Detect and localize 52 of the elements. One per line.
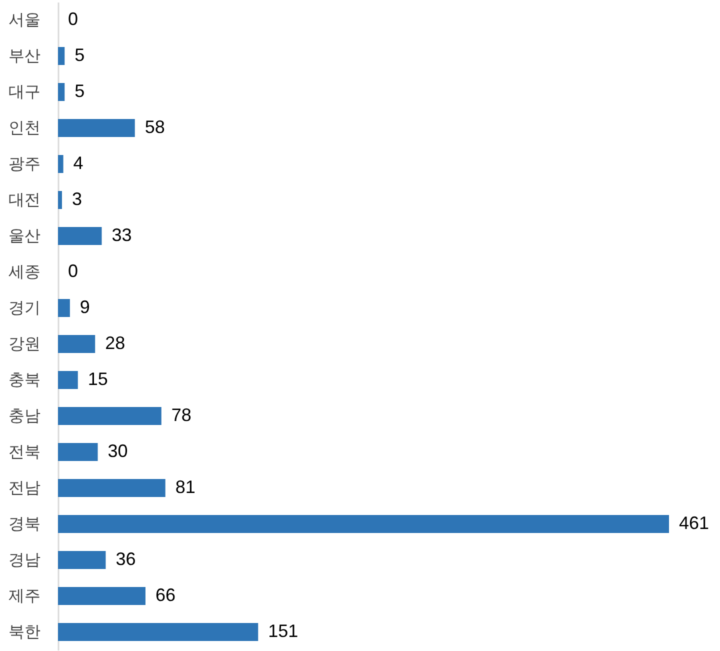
- y-tick-label: 경기: [8, 300, 40, 317]
- data-label: 66: [155, 585, 176, 605]
- y-tick-label: 전북: [8, 444, 40, 461]
- data-label: 78: [171, 405, 192, 425]
- y-tick-label: 제주: [8, 588, 40, 605]
- y-tick-label: 북한: [8, 624, 40, 641]
- data-label: 36: [116, 549, 136, 569]
- y-tick-label: 인천: [8, 120, 40, 137]
- data-label: 58: [144, 117, 165, 137]
- y-tick-label: 경북: [8, 516, 40, 533]
- y-tick-label: 강원: [8, 336, 40, 353]
- bar: [58, 47, 65, 65]
- data-label: 4: [73, 153, 84, 173]
- bar: [58, 479, 166, 497]
- y-tick-label: 대전: [8, 192, 40, 209]
- y-tick-label: 경남: [8, 552, 40, 569]
- y-tick-label: 울산: [8, 228, 40, 245]
- bar: [58, 443, 98, 461]
- bar: [58, 515, 669, 533]
- bar: [58, 299, 70, 317]
- data-label: 30: [108, 441, 128, 461]
- data-label: 33: [112, 225, 132, 245]
- y-tick-label: 서울: [8, 12, 40, 29]
- data-label: 3: [72, 189, 82, 209]
- y-tick-label: 부산: [8, 48, 40, 65]
- bar: [58, 623, 258, 641]
- data-label: 461: [679, 513, 710, 533]
- bar: [58, 191, 62, 209]
- data-label: 9: [80, 297, 90, 317]
- bar: [58, 551, 106, 569]
- y-tick-label: 충북: [8, 372, 40, 389]
- data-label: 5: [74, 81, 85, 101]
- bar: [58, 587, 146, 605]
- data-label: 0: [68, 261, 78, 281]
- data-label: 151: [268, 621, 298, 641]
- bar: [58, 371, 78, 389]
- data-label: 81: [175, 477, 196, 497]
- bar: [58, 119, 135, 137]
- data-label: 28: [105, 333, 126, 353]
- bar: [58, 83, 65, 101]
- y-tick-label: 대구: [8, 84, 40, 101]
- data-label: 0: [68, 9, 78, 29]
- bar: [58, 335, 96, 353]
- y-tick-label: 충남: [8, 408, 40, 425]
- y-tick-label: 전남: [8, 480, 40, 497]
- data-label: 15: [88, 369, 108, 389]
- y-tick-label: 광주: [8, 156, 40, 173]
- bar: [58, 407, 162, 425]
- y-tick-label: 세종: [8, 264, 40, 281]
- bar: [58, 227, 102, 245]
- data-label: 5: [74, 45, 85, 65]
- bar: [58, 155, 64, 173]
